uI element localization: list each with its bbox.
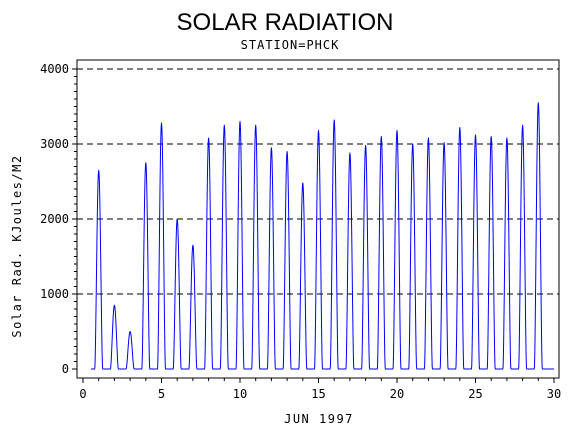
- plot-frame: [76, 59, 560, 379]
- x-tick-label: 20: [390, 387, 404, 401]
- gridlines: [77, 68, 559, 295]
- x-tick-label: 30: [547, 387, 561, 401]
- series-line: [90, 102, 555, 370]
- x-tick-label: 25: [468, 387, 482, 401]
- x-tick-label: 15: [311, 387, 325, 401]
- y-tick-label: 0: [62, 362, 69, 376]
- y-tick-label: 1000: [40, 287, 69, 301]
- y-axis-label: Solar Rad. KJoules/M2: [10, 154, 24, 337]
- chart-subtitle: STATION=PHCK: [241, 38, 340, 52]
- x-tick-label: 5: [158, 387, 165, 401]
- x-axis-label: JUN 1997: [284, 412, 354, 426]
- y-tick-label: 4000: [40, 62, 69, 76]
- axis-ticks: 0 1000 2000 3000 4000 0 5 10 15 20 25 30: [40, 62, 561, 401]
- x-tick-label: 0: [79, 387, 86, 401]
- y-tick-label: 3000: [40, 137, 69, 151]
- chart-title: SOLAR RADIATION: [177, 9, 394, 36]
- y-tick-label: 2000: [40, 212, 69, 226]
- x-tick-label: 10: [233, 387, 247, 401]
